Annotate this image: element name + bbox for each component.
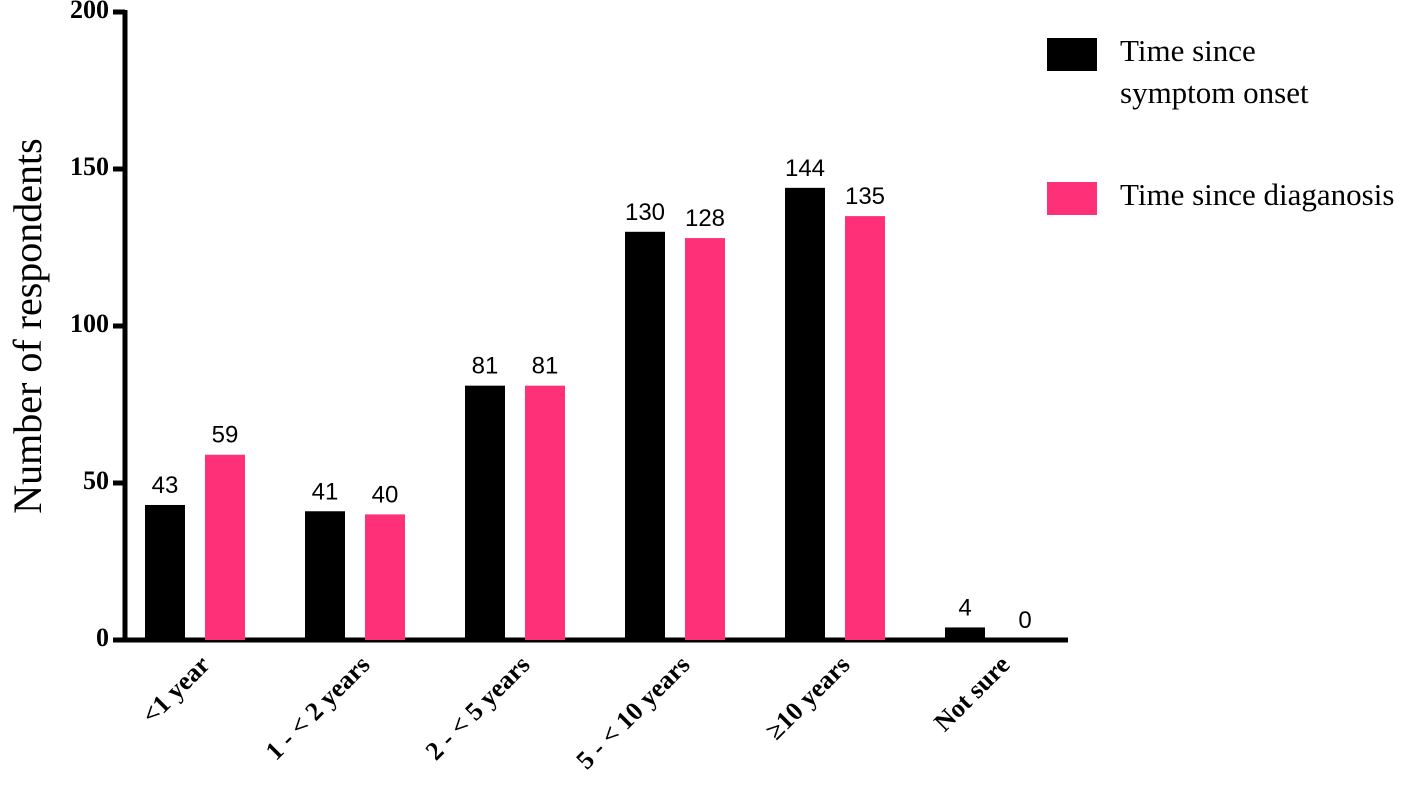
data-label: 4 xyxy=(958,594,971,621)
data-label: 128 xyxy=(685,205,725,232)
bar xyxy=(845,216,885,640)
x-tick-label: Not sure xyxy=(928,650,1015,737)
x-tick-label: 5 - < 10 years xyxy=(571,650,696,775)
data-label: 144 xyxy=(785,155,825,182)
bar xyxy=(785,187,825,640)
bar xyxy=(525,385,565,640)
data-label: 40 xyxy=(372,481,399,508)
data-label: 59 xyxy=(212,422,239,449)
data-label: 0 xyxy=(1018,607,1031,634)
legend-label: Time since diaganosis xyxy=(1120,177,1395,212)
bar xyxy=(685,238,725,640)
y-axis-label: Number of respondents xyxy=(5,138,50,513)
data-label: 43 xyxy=(152,472,179,499)
bar xyxy=(365,514,405,640)
bar xyxy=(305,511,345,640)
data-label: 81 xyxy=(472,353,499,380)
bar xyxy=(945,627,985,640)
x-tick-label: 2 - < 5 years xyxy=(420,650,536,766)
data-label: 81 xyxy=(532,353,559,380)
y-tick-label: 100 xyxy=(70,309,109,338)
x-tick-label: ≥10 years xyxy=(760,650,855,745)
data-label: 41 xyxy=(312,478,339,505)
y-tick-label: 200 xyxy=(70,0,109,24)
data-label: 135 xyxy=(845,183,885,210)
x-tick-label: 1 - < 2 years xyxy=(260,650,376,766)
bar xyxy=(205,454,245,640)
bar xyxy=(625,231,665,641)
y-tick-label: 50 xyxy=(83,466,109,495)
y-tick-label: 0 xyxy=(96,623,109,652)
x-tick-label: <1 year xyxy=(136,650,215,729)
legend-swatch xyxy=(1047,182,1097,215)
bar xyxy=(465,385,505,640)
legend-label: Time since symptom onset xyxy=(1120,33,1309,110)
legend-swatch xyxy=(1047,38,1097,71)
bar xyxy=(145,504,185,640)
data-label: 130 xyxy=(625,199,665,226)
y-tick-label: 150 xyxy=(70,152,109,181)
